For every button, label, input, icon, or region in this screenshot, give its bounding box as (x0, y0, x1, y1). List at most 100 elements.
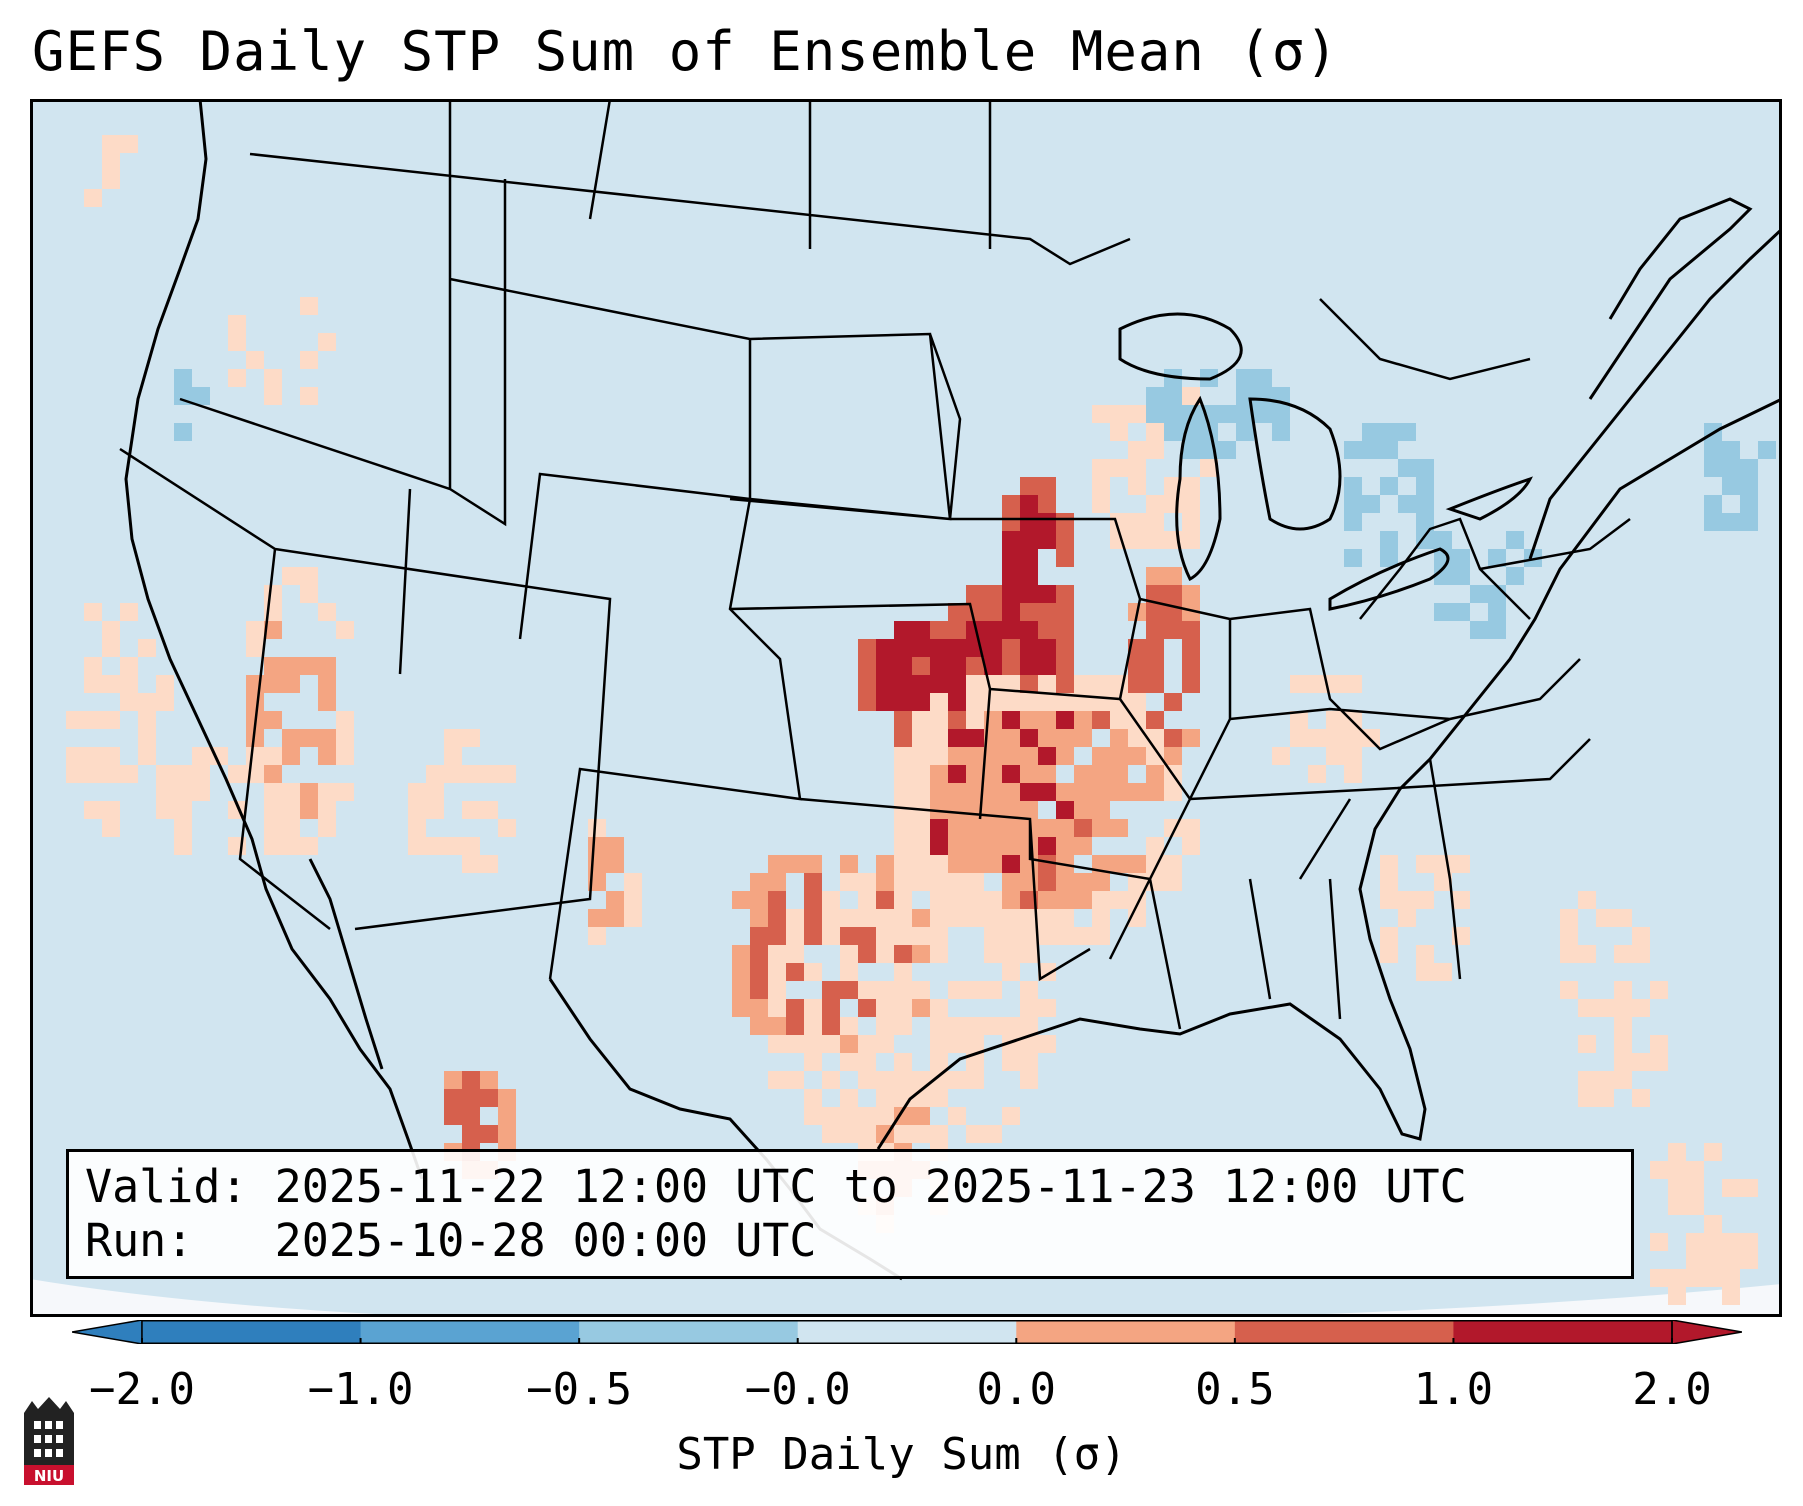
anomaly-pixel (1038, 999, 1056, 1017)
anomaly-pixel (822, 1107, 840, 1125)
anomaly-pixel (804, 1089, 822, 1107)
anomaly-pixel (948, 981, 966, 999)
anomaly-pixel (750, 891, 768, 909)
anomaly-pixel (1578, 1071, 1596, 1089)
anomaly-pixel (822, 1035, 840, 1053)
anomaly-pixel (174, 423, 192, 441)
anomaly-pixel (498, 1107, 516, 1125)
anomaly-pixel (264, 387, 282, 405)
anomaly-pixel (1020, 801, 1038, 819)
anomaly-pixel (948, 873, 966, 891)
anomaly-pixel (840, 963, 858, 981)
anomaly-pixel (822, 999, 840, 1017)
anomaly-pixel (1380, 855, 1398, 873)
anomaly-pixel (750, 963, 768, 981)
anomaly-pixel (1002, 693, 1020, 711)
anomaly-pixel (930, 747, 948, 765)
anomaly-pixel (480, 1071, 498, 1089)
anomaly-pixel (1740, 1233, 1758, 1251)
anomaly-pixel (1722, 1269, 1740, 1287)
anomaly-pixel (984, 1125, 1002, 1143)
anomaly-pixel (1236, 405, 1254, 423)
anomaly-pixel (1272, 405, 1290, 423)
anomaly-pixel (66, 747, 84, 765)
stp-anomaly-field (66, 135, 1776, 1305)
anomaly-pixel (1578, 999, 1596, 1017)
anomaly-pixel (1452, 855, 1470, 873)
anomaly-pixel (408, 837, 426, 855)
anomaly-pixel (1578, 945, 1596, 963)
anomaly-pixel (1704, 1269, 1722, 1287)
anomaly-pixel (1344, 675, 1362, 693)
anomaly-pixel (1164, 423, 1182, 441)
anomaly-pixel (1038, 585, 1056, 603)
anomaly-pixel (894, 909, 912, 927)
anomaly-pixel (822, 1071, 840, 1089)
anomaly-pixel (1056, 657, 1074, 675)
anomaly-pixel (1056, 693, 1074, 711)
anomaly-pixel (1560, 909, 1578, 927)
anomaly-pixel (1164, 693, 1182, 711)
anomaly-pixel (156, 675, 174, 693)
anomaly-pixel (876, 945, 894, 963)
anomaly-pixel (1020, 1017, 1038, 1035)
anomaly-pixel (444, 1071, 462, 1089)
anomaly-pixel (1002, 1107, 1020, 1125)
anomaly-pixel (966, 585, 984, 603)
anomaly-pixel (1020, 495, 1038, 513)
anomaly-pixel (1290, 729, 1308, 747)
anomaly-pixel (1110, 459, 1128, 477)
anomaly-pixel (1002, 729, 1020, 747)
anomaly-pixel (1110, 819, 1128, 837)
anomaly-pixel (1290, 675, 1308, 693)
anomaly-pixel (894, 765, 912, 783)
anomaly-pixel (1182, 441, 1200, 459)
anomaly-pixel (264, 675, 282, 693)
anomaly-pixel (462, 801, 480, 819)
anomaly-pixel (1002, 891, 1020, 909)
anomaly-pixel (1020, 927, 1038, 945)
anomaly-pixel (1182, 387, 1200, 405)
anomaly-pixel (894, 819, 912, 837)
anomaly-pixel (1038, 783, 1056, 801)
anomaly-pixel (858, 999, 876, 1017)
anomaly-pixel (1092, 891, 1110, 909)
anomaly-pixel (1128, 405, 1146, 423)
stp-map (30, 99, 1782, 1317)
anomaly-pixel (930, 711, 948, 729)
anomaly-pixel (984, 927, 1002, 945)
anomaly-pixel (858, 891, 876, 909)
anomaly-pixel (858, 1071, 876, 1089)
anomaly-pixel (408, 801, 426, 819)
anomaly-pixel (858, 1035, 876, 1053)
anomaly-pixel (318, 675, 336, 693)
anomaly-pixel (588, 819, 606, 837)
anomaly-pixel (1308, 729, 1326, 747)
anomaly-pixel (966, 603, 984, 621)
anomaly-pixel (768, 1035, 786, 1053)
anomaly-pixel (858, 945, 876, 963)
anomaly-pixel (804, 873, 822, 891)
anomaly-pixel (1002, 927, 1020, 945)
anomaly-pixel (840, 909, 858, 927)
anomaly-pixel (894, 711, 912, 729)
anomaly-pixel (1416, 945, 1434, 963)
anomaly-pixel (264, 369, 282, 387)
anomaly-pixel (1740, 1251, 1758, 1269)
anomaly-pixel (462, 729, 480, 747)
anomaly-pixel (1164, 855, 1182, 873)
anomaly-pixel (1020, 783, 1038, 801)
anomaly-pixel (444, 747, 462, 765)
anomaly-pixel (948, 801, 966, 819)
anomaly-pixel (786, 945, 804, 963)
anomaly-pixel (282, 783, 300, 801)
anomaly-pixel (1254, 405, 1272, 423)
anomaly-pixel (1434, 603, 1452, 621)
anomaly-pixel (1020, 981, 1038, 999)
anomaly-pixel (804, 891, 822, 909)
anomaly-pixel (1020, 585, 1038, 603)
anomaly-pixel (1020, 1071, 1038, 1089)
anomaly-pixel (1038, 531, 1056, 549)
anomaly-pixel (1056, 603, 1074, 621)
anomaly-pixel (1506, 531, 1524, 549)
